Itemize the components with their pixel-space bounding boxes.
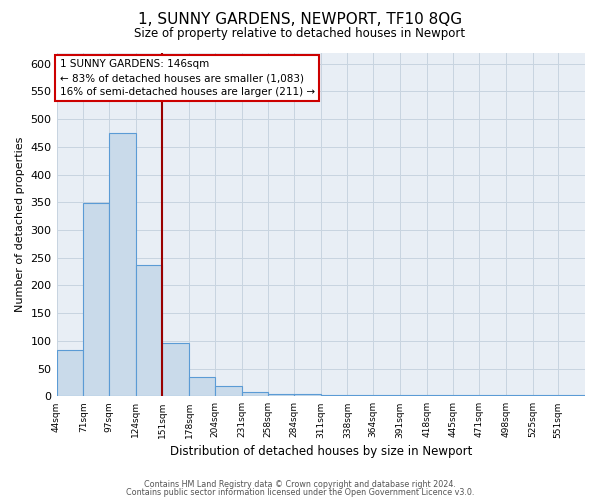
Bar (83, 204, 109, 396)
Bar (136, 265, 163, 396)
Bar (400, 395, 427, 396)
Bar (427, 395, 454, 396)
Bar (558, 395, 585, 396)
Bar (242, 392, 268, 396)
Bar (321, 395, 347, 396)
Bar (479, 395, 506, 396)
Text: Contains HM Land Registry data © Crown copyright and database right 2024.: Contains HM Land Registry data © Crown c… (144, 480, 456, 489)
Bar (373, 395, 400, 396)
Text: Contains public sector information licensed under the Open Government Licence v3: Contains public sector information licen… (126, 488, 474, 497)
Bar (268, 394, 294, 396)
Bar (215, 386, 242, 396)
Bar (294, 394, 321, 396)
Bar (109, 133, 136, 396)
Bar (347, 395, 373, 396)
Bar (506, 395, 533, 396)
Bar (163, 342, 189, 396)
Bar (56, 350, 83, 397)
Bar (189, 377, 215, 396)
Bar (454, 395, 479, 396)
X-axis label: Distribution of detached houses by size in Newport: Distribution of detached houses by size … (170, 444, 472, 458)
Bar (533, 395, 558, 396)
Text: Size of property relative to detached houses in Newport: Size of property relative to detached ho… (134, 28, 466, 40)
Text: 1, SUNNY GARDENS, NEWPORT, TF10 8QG: 1, SUNNY GARDENS, NEWPORT, TF10 8QG (138, 12, 462, 28)
Y-axis label: Number of detached properties: Number of detached properties (15, 136, 25, 312)
Text: 1 SUNNY GARDENS: 146sqm
← 83% of detached houses are smaller (1,083)
16% of semi: 1 SUNNY GARDENS: 146sqm ← 83% of detache… (59, 59, 314, 97)
